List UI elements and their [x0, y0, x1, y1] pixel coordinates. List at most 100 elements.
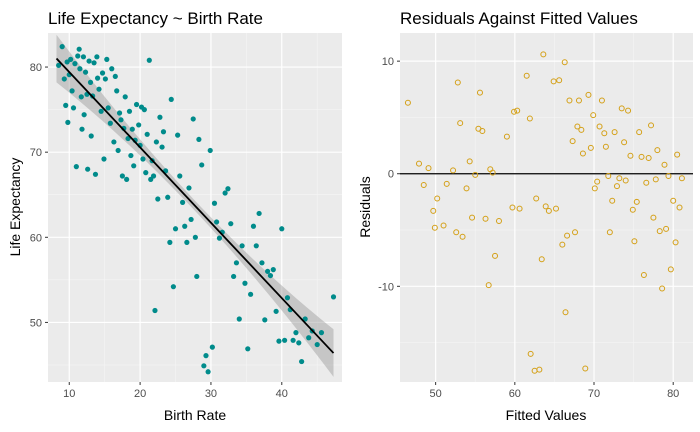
y-tick-label: 0	[388, 169, 394, 181]
residual-point	[479, 127, 486, 134]
residual-point	[463, 185, 470, 192]
data-point	[296, 340, 302, 346]
residual-point	[561, 59, 568, 66]
data-point	[107, 120, 113, 126]
data-point	[133, 101, 140, 108]
residual-point	[466, 158, 473, 165]
data-point	[118, 117, 124, 123]
data-point	[73, 164, 79, 170]
residual-point	[404, 99, 411, 106]
residual-point	[636, 129, 643, 136]
residual-point	[542, 203, 549, 210]
data-point	[239, 243, 245, 249]
data-point	[80, 54, 87, 60]
data-point	[209, 344, 215, 350]
residual-point	[482, 215, 489, 222]
data-point	[119, 173, 125, 179]
residual-point	[663, 225, 670, 232]
residual-point	[645, 154, 652, 161]
residual-point	[526, 115, 533, 122]
data-point	[177, 173, 183, 179]
data-point	[282, 337, 288, 343]
data-point	[279, 226, 285, 232]
data-point	[155, 196, 161, 202]
data-point	[170, 284, 176, 290]
residual-point	[678, 175, 685, 182]
residual-point	[523, 72, 530, 79]
data-point	[131, 163, 137, 169]
residual-point	[454, 79, 461, 86]
data-point	[146, 57, 152, 63]
data-point	[77, 66, 83, 72]
data-point	[102, 76, 108, 82]
data-point	[201, 363, 207, 369]
residual-point	[556, 77, 563, 84]
data-point	[299, 358, 305, 365]
data-point	[99, 70, 106, 76]
residual-point	[622, 177, 629, 184]
residual-point	[476, 89, 483, 96]
residual-point	[472, 171, 479, 178]
residual-point	[672, 239, 679, 246]
data-point	[88, 133, 94, 139]
y-tick-label: 10	[382, 56, 394, 68]
left-data-points	[56, 44, 337, 375]
data-point	[148, 176, 154, 183]
x-tick-label: 70	[588, 388, 600, 400]
data-point	[109, 66, 115, 72]
residual-point	[638, 153, 645, 160]
data-point	[104, 56, 110, 62]
left-fit-line	[55, 57, 335, 354]
residual-point	[585, 91, 592, 98]
right-x-axis-label: Fitted Values	[506, 407, 587, 423]
data-point	[267, 272, 274, 279]
data-point	[112, 73, 118, 80]
data-point	[306, 335, 312, 341]
data-point	[82, 69, 89, 75]
data-point	[180, 199, 186, 205]
residual-point	[509, 204, 516, 211]
data-point	[293, 330, 299, 336]
residual-point	[591, 185, 598, 192]
residual-point	[495, 218, 502, 225]
residual-point	[633, 198, 640, 205]
y-tick-label: 70	[30, 147, 42, 159]
data-point	[92, 171, 99, 177]
residual-point	[648, 122, 655, 129]
residual-point	[667, 266, 674, 273]
data-point	[61, 76, 67, 82]
residual-point	[602, 143, 609, 150]
data-point	[211, 200, 218, 206]
left-chart-title: Life Expectancy ~ Birth Rate	[48, 9, 263, 28]
residual-point	[652, 176, 659, 183]
residual-point	[434, 195, 441, 202]
data-point	[192, 234, 198, 240]
data-point	[114, 88, 120, 94]
x-tick-label: 50	[430, 388, 442, 400]
data-point	[140, 156, 146, 162]
data-point	[290, 337, 296, 343]
data-point	[141, 107, 147, 113]
data-point	[59, 44, 65, 50]
residual-point	[574, 123, 581, 130]
right-chart-title: Residuals Against Fitted Values	[400, 9, 638, 28]
data-point	[205, 369, 211, 375]
residual-point	[618, 105, 625, 112]
residual-point	[611, 129, 618, 136]
residual-point	[613, 183, 620, 190]
data-point	[318, 330, 325, 336]
data-point	[248, 291, 254, 297]
data-point	[116, 110, 123, 116]
data-point	[168, 96, 174, 102]
data-point	[68, 56, 74, 62]
data-point	[136, 122, 142, 128]
data-point	[194, 273, 200, 280]
x-tick-label: 80	[667, 388, 679, 400]
residual-point	[566, 97, 573, 104]
residual-point	[457, 120, 464, 127]
residual-point	[485, 282, 492, 289]
data-point	[167, 239, 173, 245]
residual-point	[627, 152, 634, 159]
regression-line	[55, 57, 335, 354]
